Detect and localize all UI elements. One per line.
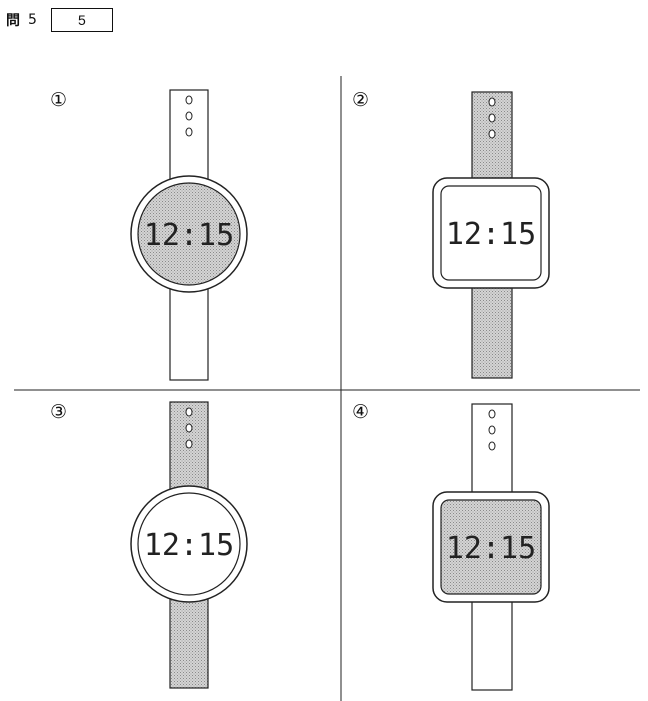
- strap-hole-icon: [185, 127, 193, 137]
- strap-hole-icon: [185, 407, 193, 417]
- option-4-label: ④: [352, 401, 369, 423]
- watch-4-time: 12:15: [446, 531, 536, 566]
- option-3[interactable]: ③ 12:15: [50, 401, 248, 689]
- strap-hole-icon: [488, 441, 496, 451]
- strap-hole-icon: [488, 129, 496, 139]
- question-header: 問 5 5: [6, 8, 113, 32]
- strap-hole-icon: [488, 409, 496, 419]
- watch-1-face: [137, 182, 241, 286]
- strap-hole-icon: [185, 111, 193, 121]
- option-4[interactable]: ④ 12:15: [352, 401, 550, 691]
- question-number: 5: [28, 12, 37, 28]
- watch-1-time: 12:15: [144, 218, 234, 253]
- strap-hole-icon: [185, 95, 193, 105]
- strap-hole-icon: [185, 439, 193, 449]
- watch-4-face: [440, 499, 542, 595]
- watch-3-face: [137, 492, 241, 596]
- watch-2-face: [440, 185, 542, 281]
- watch-3-time: 12:15: [144, 528, 234, 563]
- answer-box[interactable]: 5: [50, 8, 113, 32]
- question-label: 問: [6, 13, 20, 29]
- option-1[interactable]: ① 12:15: [50, 89, 248, 381]
- strap-hole-icon: [488, 113, 496, 123]
- strap-hole-icon: [185, 423, 193, 433]
- option-2-label: ②: [352, 89, 369, 111]
- watch-2-time: 12:15: [446, 217, 536, 252]
- option-1-label: ①: [50, 89, 67, 111]
- strap-hole-icon: [488, 425, 496, 435]
- strap-hole-icon: [488, 97, 496, 107]
- option-3-label: ③: [50, 401, 67, 423]
- option-2[interactable]: ② 12:15: [352, 89, 550, 379]
- answer-box-number: 5: [78, 12, 86, 28]
